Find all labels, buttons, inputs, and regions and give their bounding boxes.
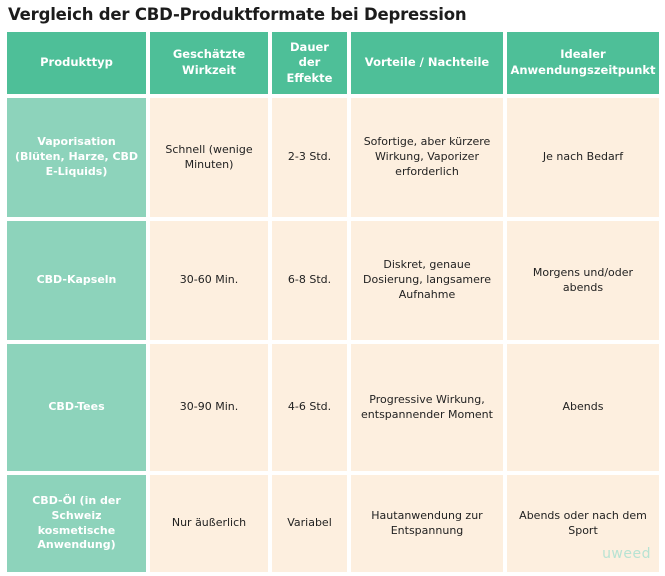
row-header-capsules: CBD-Kapseln — [7, 221, 146, 340]
row-header-vaporisation: Vaporisation (Blüten, Harze, CBD E-Liqui… — [7, 98, 146, 217]
table-cell-ideal-time: Abends oder nach dem Sport — [507, 475, 659, 572]
column-header-duration: Dauer der Effekte — [272, 32, 347, 94]
comparison-table: Produkttyp Geschätzte Wirkzeit Dauer der… — [7, 32, 659, 572]
table-cell-onset-time: Schnell (wenige Minuten) — [150, 98, 268, 217]
table-cell-onset-time: Nur äußerlich — [150, 475, 268, 572]
table-cell-duration: 6-8 Std. — [272, 221, 347, 340]
table-cell-duration: Variabel — [272, 475, 347, 572]
table-cell-duration: 2-3 Std. — [272, 98, 347, 217]
table-cell-pros-cons: Hautanwendung zur Entspannung — [351, 475, 503, 572]
column-header-onset-time: Geschätzte Wirkzeit — [150, 32, 268, 94]
row-header-oil: CBD-Öl (in der Schweiz kosmetische Anwen… — [7, 475, 146, 572]
column-header-ideal-time: Idealer Anwendungszeitpunkt — [507, 32, 659, 94]
table-cell-ideal-time: Je nach Bedarf — [507, 98, 659, 217]
row-header-teas: CBD-Tees — [7, 344, 146, 471]
column-header-pros-cons: Vorteile / Nachteile — [351, 32, 503, 94]
table-cell-pros-cons: Diskret, genaue Dosierung, langsamere Au… — [351, 221, 503, 340]
table-cell-onset-time: 30-90 Min. — [150, 344, 268, 471]
page-title: Vergleich der CBD-Produktformate bei Dep… — [8, 5, 467, 24]
table-cell-duration: 4-6 Std. — [272, 344, 347, 471]
column-header-product-type: Produkttyp — [7, 32, 146, 94]
table-cell-ideal-time: Morgens und/oder abends — [507, 221, 659, 340]
brand-logo: uweed — [602, 546, 651, 562]
table-cell-onset-time: 30-60 Min. — [150, 221, 268, 340]
table-cell-pros-cons: Progressive Wirkung, entspannender Momen… — [351, 344, 503, 471]
table-cell-ideal-time: Abends — [507, 344, 659, 471]
table-cell-pros-cons: Sofortige, aber kürzere Wirkung, Vaporiz… — [351, 98, 503, 217]
